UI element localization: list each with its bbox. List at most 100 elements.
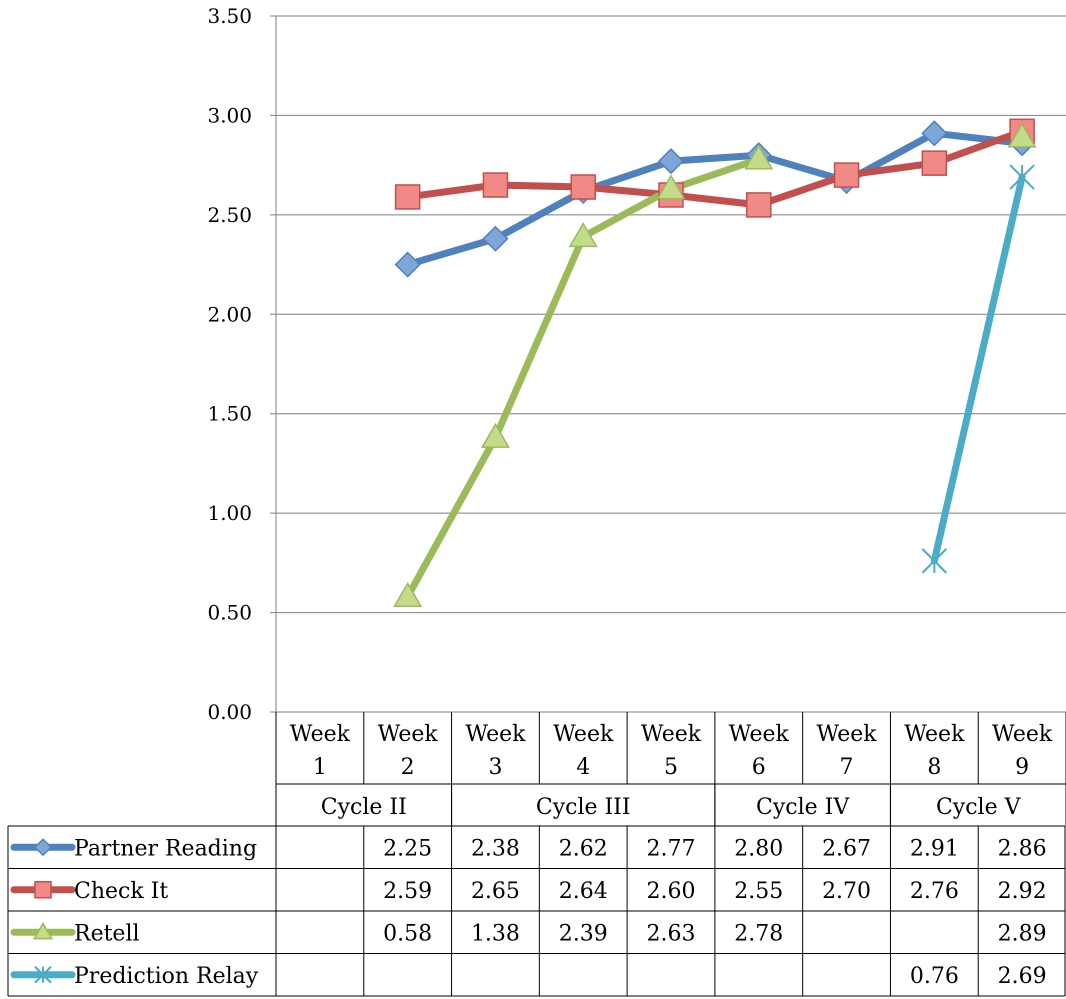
data-label: 2.69 [998,964,1047,989]
marker-square [394,184,421,210]
category-label: Week [641,722,702,747]
cycle-label: Cycle III [536,795,631,820]
series-line-segment [755,171,851,209]
data-label: 2.76 [910,879,959,904]
marker-star [921,548,948,574]
category-label: 5 [664,755,678,780]
cycle-label: Cycle V [936,795,1022,820]
series-line-segment [667,151,763,165]
marker-square [746,192,772,218]
series-line-segment [404,235,499,269]
category-label: 9 [1015,755,1029,780]
series-line-segment [667,155,763,193]
data-label: 2.59 [383,879,432,904]
y-tick-label: 1.50 [207,402,252,426]
category-label: Week [904,722,965,747]
data-label: 2.62 [559,836,608,861]
data-label: 2.64 [559,879,608,904]
data-label: 2.80 [734,836,783,861]
data-label: 0.76 [910,964,959,989]
y-tick-label: 0.00 [207,700,252,724]
marker-triangle [1007,122,1037,148]
gridlines [270,15,1066,713]
series-line-segment [579,185,675,241]
marker-diamond [657,148,685,175]
series-line-segment [404,181,499,201]
data-label: 2.78 [734,921,783,946]
series-line-segment [930,129,1026,147]
series-name: Prediction Relay [74,964,259,989]
category-label: Week [378,722,439,747]
data-label: 2.39 [559,921,608,946]
marker-diamond [33,838,53,857]
data-label: 2.38 [471,836,520,861]
category-label: Week [729,722,790,747]
marker-triangle [393,581,423,608]
series-line-segment [843,159,938,179]
series-name: Check It [74,879,168,904]
marker-star [1009,164,1035,190]
marker-triangle [480,422,510,448]
category-label: Week [465,722,526,747]
category-label: 3 [488,755,502,780]
category-label: Week [290,722,351,747]
y-tick-label: 2.50 [207,203,252,227]
data-label: 2.70 [822,879,871,904]
data-label: 2.60 [647,879,696,904]
category-label: 4 [576,755,590,780]
data-label: 1.38 [471,921,520,946]
data-label: 2.89 [998,921,1047,946]
cycle-label: Cycle II [321,795,407,820]
category-label: 7 [840,755,854,780]
category-label: 6 [752,755,766,780]
marker-triangle [568,222,598,248]
series-line-segment [491,181,587,191]
y-tick-label: 2.00 [207,302,252,326]
marker-square [34,881,52,899]
series-line-segment [667,191,763,209]
data-label: 2.77 [647,836,696,861]
category-label: 1 [313,755,327,780]
marker-triangle [32,921,54,940]
marker-diamond [921,120,948,147]
category-label: Week [553,722,614,747]
marker-diamond [394,251,421,278]
y-tick-label: 3.00 [207,103,252,127]
y-tick-label: 0.50 [207,601,252,625]
category-label: 2 [401,755,415,780]
marker-star [34,966,52,984]
data-label: 2.92 [998,879,1047,904]
series-lines [404,127,1026,601]
y-tick-label: 3.50 [207,4,252,28]
data-label: 2.86 [998,836,1047,861]
series-line-segment [404,434,499,601]
marker-square [921,150,948,176]
marker-square [833,162,860,188]
data-label: 2.25 [383,836,432,861]
cycle-label: Cycle IV [756,795,850,820]
category-label: Week [816,722,877,747]
data-label: 2.91 [910,836,959,861]
marker-triangle [744,144,774,170]
category-label: 8 [927,755,941,780]
series-line-segment [930,127,1026,167]
series-line-segment [930,173,1026,565]
data-label: 2.55 [734,879,783,904]
marker-triangle [656,174,686,200]
series-line-segment [491,187,587,243]
series-name: Retell [74,921,140,946]
data-label: 0.58 [383,921,432,946]
y-axis: 0.00 0.50 1.00 1.50 2.00 2.50 3.00 3.50 [207,4,277,724]
marker-diamond [482,225,509,252]
data-table: Week 1 Week 2 Week 3 Week 4 Week 5 Week 6 Week 7 Week 8… [7,712,1066,997]
series-name: Partner Reading [74,836,257,861]
marker-square [482,172,509,198]
series-markers [393,118,1037,608]
data-label: 2.63 [647,921,696,946]
data-label: 2.67 [822,836,871,861]
series-line-segment [491,233,587,442]
category-label: Week [992,722,1053,747]
marker-square [570,174,596,200]
y-tick-label: 1.00 [207,501,252,525]
